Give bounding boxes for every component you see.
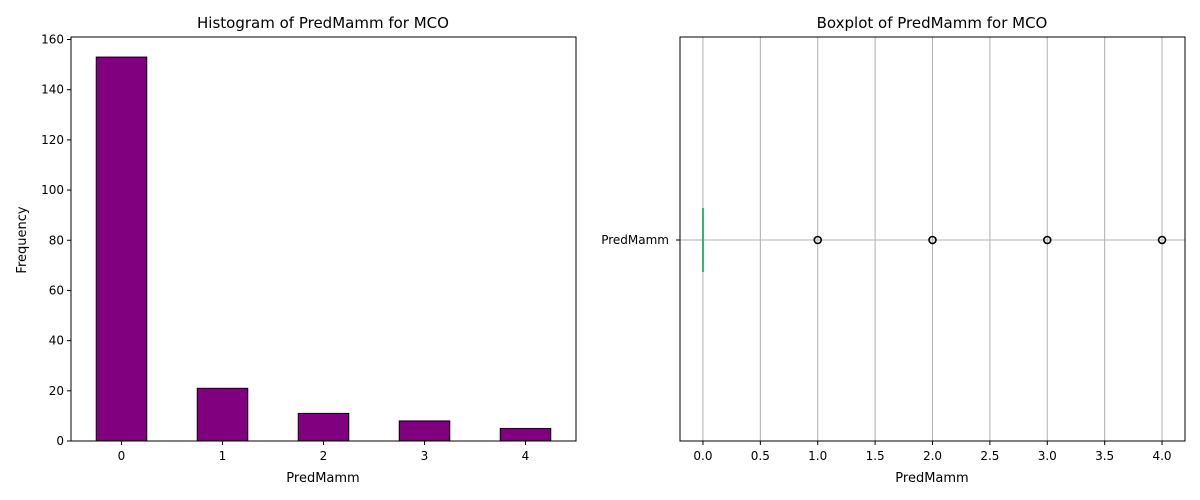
boxplot-x-tick-label: 1.0 [808, 449, 827, 463]
boxplot-title: Boxplot of PredMamm for MCO [817, 14, 1048, 32]
histogram-bar [398, 420, 451, 442]
histogram-bar [297, 412, 350, 442]
histogram-x-axis-label: PredMamm [286, 471, 359, 486]
boxplot-outlier-point [1157, 235, 1167, 245]
histogram-x-tick-label: 0 [118, 449, 126, 463]
boxplot-x-tick-label: 3.5 [1095, 449, 1114, 463]
histogram-bar [499, 427, 552, 442]
boxplot-x-tick-label: 3.0 [1038, 449, 1057, 463]
histogram-x-tick-label: 4 [522, 449, 530, 463]
histogram-y-tick-label: 60 [49, 283, 64, 297]
histogram-chart: Histogram of PredMamm for MCO 0 1 2 3 402040… [15, 14, 577, 486]
histogram-x-tick-label: 1 [219, 449, 227, 463]
histogram-y-tick-label: 100 [41, 183, 64, 197]
histogram-x-tick-label: 2 [320, 449, 328, 463]
boxplot-x-tick-label: 2.5 [980, 449, 999, 463]
boxplot-x-tick-label: 4.0 [1152, 449, 1171, 463]
histogram-bar [95, 56, 148, 442]
histogram-y-tick-label: 0 [56, 434, 64, 448]
histogram-y-tick-label: 80 [49, 233, 64, 247]
histogram-y-tick-label: 160 [41, 33, 64, 47]
histogram-y-axis-label: Frequency [15, 206, 30, 273]
boxplot-x-tick-label: 0.5 [751, 449, 770, 463]
histogram-bar [196, 387, 249, 442]
histogram-y-tick-label: 120 [41, 133, 64, 147]
histogram-title: Histogram of PredMamm for MCO [197, 14, 449, 32]
histogram-y-tick-label: 20 [49, 384, 64, 398]
boxplot-outlier-point [813, 235, 823, 245]
boxplot-x-tick-label: 0.0 [693, 449, 712, 463]
histogram-y-tick-label: 140 [41, 83, 64, 97]
boxplot-x-axis-label: PredMamm [895, 471, 968, 486]
boxplot-category-label: PredMamm [601, 233, 669, 247]
histogram-x-tick-label: 3 [421, 449, 429, 463]
boxplot-outlier-point [928, 235, 937, 245]
boxplot-x-tick-label: 1.5 [866, 449, 885, 463]
histogram-y-tick-label: 40 [49, 334, 64, 348]
boxplot-outlier-point [1042, 235, 1052, 245]
boxplot-x-tick-label: 2.0 [923, 449, 942, 463]
boxplot-chart: Boxplot of PredMamm for MCO 0.0 0.5 1.0 1.5… [601, 14, 1186, 486]
